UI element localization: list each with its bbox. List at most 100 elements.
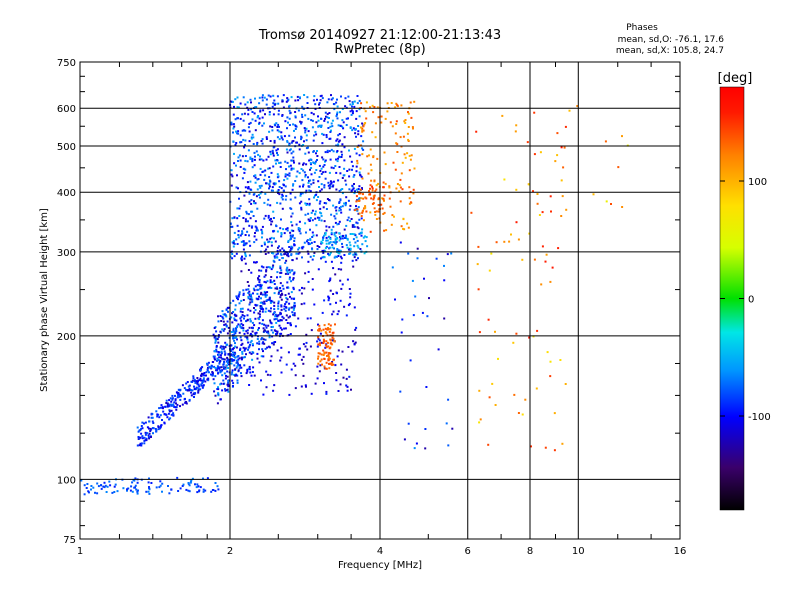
data-point <box>261 310 264 313</box>
data-point <box>289 148 292 151</box>
data-point <box>249 244 252 247</box>
data-point <box>360 102 363 105</box>
data-point <box>347 199 350 202</box>
data-point <box>190 394 193 397</box>
data-point <box>357 246 360 249</box>
data-point <box>355 195 358 198</box>
data-point <box>241 230 244 233</box>
data-point <box>162 410 165 413</box>
data-point <box>238 293 241 296</box>
data-point <box>325 115 327 118</box>
data-point <box>164 413 167 416</box>
data-point <box>239 336 242 339</box>
data-point <box>495 241 498 244</box>
data-point <box>320 183 323 186</box>
data-point <box>375 218 378 220</box>
data-point <box>369 193 372 196</box>
data-point <box>271 126 274 128</box>
data-point <box>284 120 287 123</box>
data-point <box>275 321 278 324</box>
data-point <box>192 393 195 396</box>
data-point <box>152 422 155 424</box>
data-point <box>227 381 230 384</box>
data-point <box>317 196 320 198</box>
data-point <box>188 490 191 493</box>
data-point <box>332 337 335 340</box>
data-point <box>156 413 159 416</box>
data-point <box>318 329 321 332</box>
data-point <box>233 105 235 108</box>
data-point <box>254 303 257 306</box>
data-point <box>207 377 210 380</box>
data-point <box>277 189 280 191</box>
data-point <box>234 144 237 146</box>
data-point <box>266 238 269 241</box>
data-point <box>371 131 374 134</box>
data-point <box>329 277 332 280</box>
data-point <box>304 131 307 134</box>
data-point <box>250 339 253 342</box>
data-point <box>400 104 403 107</box>
data-point <box>234 304 237 307</box>
data-point <box>252 292 254 295</box>
data-point <box>271 281 274 284</box>
data-point <box>346 238 349 241</box>
data-point <box>258 158 261 161</box>
data-point <box>248 351 251 354</box>
data-point <box>358 115 361 118</box>
x-tick-label: 16 <box>674 546 687 557</box>
data-point <box>261 138 264 141</box>
data-point <box>247 341 250 344</box>
data-point <box>315 121 318 124</box>
data-point <box>192 377 195 380</box>
data-point <box>275 334 278 337</box>
data-point <box>331 246 334 249</box>
data-point <box>302 183 305 186</box>
data-point <box>309 243 312 245</box>
data-point <box>337 157 339 160</box>
data-point <box>246 319 249 322</box>
data-point <box>314 194 316 197</box>
data-point <box>338 202 341 204</box>
data-point <box>237 298 239 301</box>
data-point <box>240 366 243 369</box>
data-point <box>248 345 251 348</box>
y-tick-label: 300 <box>57 248 76 259</box>
data-point <box>268 297 271 300</box>
data-point <box>316 365 319 368</box>
data-point <box>227 306 230 309</box>
data-point <box>553 449 556 452</box>
data-point <box>312 150 315 153</box>
data-point <box>269 346 271 349</box>
data-point <box>138 437 141 440</box>
data-point <box>338 239 341 242</box>
data-point <box>239 102 242 105</box>
data-point <box>317 336 320 339</box>
data-point <box>494 404 497 406</box>
data-point <box>283 135 286 138</box>
data-point <box>349 220 352 223</box>
data-point <box>233 373 236 376</box>
data-point <box>270 236 273 239</box>
data-point <box>170 400 173 403</box>
data-point <box>314 162 317 165</box>
data-point <box>305 139 308 142</box>
data-point <box>375 210 378 213</box>
data-point <box>279 319 282 321</box>
data-point <box>423 277 425 280</box>
data-point <box>267 286 270 289</box>
data-point <box>395 120 398 123</box>
data-point <box>290 141 293 144</box>
data-point <box>337 222 340 225</box>
data-point <box>254 261 257 264</box>
data-point <box>326 121 329 124</box>
data-point <box>306 102 309 104</box>
data-point <box>194 483 196 486</box>
data-point <box>137 436 140 438</box>
data-point <box>217 341 220 344</box>
data-point <box>354 132 357 135</box>
data-point <box>307 280 310 283</box>
data-point <box>223 323 226 326</box>
data-point <box>478 331 481 334</box>
data-point <box>260 308 263 310</box>
